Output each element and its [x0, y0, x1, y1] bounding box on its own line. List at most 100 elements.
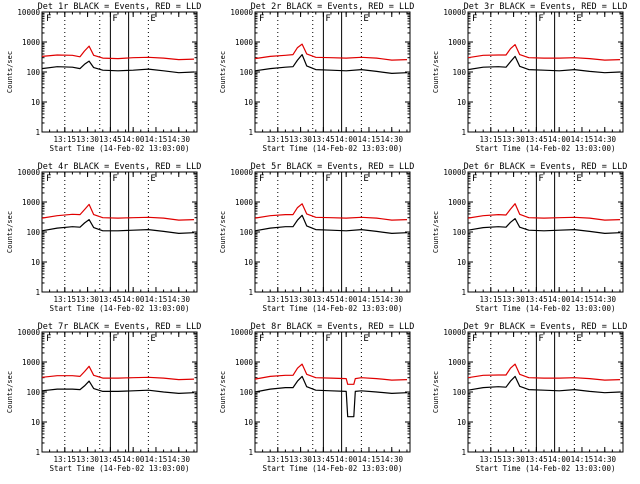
x-tick-label: 13:15 [267, 455, 290, 464]
panel-7: Det 7r BLACK = Events, RED = LLD 1 10 100 10… [6, 322, 201, 473]
series-lld-line [467, 363, 621, 381]
y-tick-label: 10 [244, 418, 254, 427]
x-axis-label: Start Time (14-Feb-02 13:03:00) [50, 304, 190, 313]
x-tick-label: 13:45 [525, 295, 548, 304]
x-tick-label: 13:30 [289, 295, 312, 304]
x-tick-label: 13:30 [289, 455, 312, 464]
x-tick-label: 14:00 [548, 135, 571, 144]
x-tick-label: 13:15 [267, 295, 290, 304]
annotation-label: F [112, 14, 117, 24]
y-tick-label: 100 [452, 228, 466, 237]
annotation-label: F [46, 14, 51, 24]
series-events-line [41, 380, 195, 394]
panel-9: Det 9r BLACK = Events, RED = LLD 1 10 100 10… [432, 322, 627, 473]
annotation-label: F [472, 334, 477, 344]
y-tick-label: 100 [26, 388, 40, 397]
annotation-label: F [538, 334, 543, 344]
y-tick-label: 1 [461, 128, 466, 137]
x-tick-label: 14:30 [167, 295, 190, 304]
y-tick-label: 100 [239, 388, 253, 397]
x-tick-label: 13:15 [267, 135, 290, 144]
y-tick-label: 1000 [235, 198, 254, 207]
annotation-label: F [46, 334, 51, 344]
y-tick-label: 1000 [235, 358, 254, 367]
y-tick-label: 10 [457, 418, 467, 427]
x-axis-label: Start Time (14-Feb-02 13:03:00) [476, 144, 616, 153]
x-tick-label: 14:30 [167, 455, 190, 464]
annotation-label: F [325, 14, 330, 24]
x-tick-label: 14:30 [380, 135, 403, 144]
annotation-label: F [325, 174, 330, 184]
y-tick-label: 1000 [448, 38, 467, 47]
panel-title: Det 2r BLACK = Events, RED = LLD [251, 2, 415, 12]
y-tick-label: 1000 [448, 198, 467, 207]
x-tick-label: 14:15 [571, 135, 594, 144]
y-tick-label: 100 [452, 388, 466, 397]
y-tick-label: 1000 [235, 38, 254, 47]
y-axis-label: Counts/sec [219, 211, 227, 253]
annotation-label: F [46, 174, 51, 184]
x-tick-label: 14:00 [335, 135, 358, 144]
x-axis-label: Start Time (14-Feb-02 13:03:00) [263, 464, 403, 473]
x-tick-label: 14:00 [548, 295, 571, 304]
x-tick-label: 14:00 [335, 455, 358, 464]
x-tick-label: 14:15 [358, 455, 381, 464]
annotation-label: F [472, 14, 477, 24]
y-tick-label: 10 [457, 258, 467, 267]
x-tick-label: 14:15 [145, 455, 168, 464]
x-tick-label: 13:45 [312, 295, 335, 304]
annotation-label: E [363, 174, 368, 184]
series-events-line [467, 55, 621, 74]
y-tick-label: 100 [239, 68, 253, 77]
y-tick-label: 10000 [230, 168, 253, 177]
panel-title: Det 1r BLACK = Events, RED = LLD [38, 2, 202, 12]
y-tick-label: 100 [452, 68, 466, 77]
panel-title: Det 8r BLACK = Events, RED = LLD [251, 322, 415, 332]
x-tick-label: 14:30 [167, 135, 190, 144]
annotation-label: F [112, 334, 117, 344]
annotation-label: E [150, 334, 155, 344]
x-tick-label: 13:45 [525, 455, 548, 464]
y-tick-label: 1 [35, 448, 40, 457]
x-tick-label: 13:45 [99, 455, 122, 464]
panel-title: Det 4r BLACK = Events, RED = LLD [38, 162, 202, 172]
x-axis-label: Start Time (14-Feb-02 13:03:00) [50, 464, 190, 473]
panel-title: Det 3r BLACK = Events, RED = LLD [464, 2, 628, 12]
y-tick-label: 10000 [443, 8, 466, 17]
y-tick-label: 10 [31, 418, 41, 427]
x-tick-label: 14:15 [145, 135, 168, 144]
y-axis-label: Counts/sec [6, 51, 14, 93]
panel-3: Det 3r BLACK = Events, RED = LLD 1 10 100 10… [432, 2, 627, 153]
x-tick-label: 13:30 [76, 295, 99, 304]
x-tick-label: 13:15 [480, 455, 503, 464]
panel-6: Det 6r BLACK = Events, RED = LLD 1 10 100 10… [432, 162, 627, 313]
y-tick-label: 1 [35, 128, 40, 137]
y-tick-label: 1000 [22, 38, 41, 47]
annotation-label: E [576, 14, 581, 24]
x-tick-label: 14:00 [335, 295, 358, 304]
series-lld-line [41, 203, 195, 221]
x-tick-label: 14:30 [380, 455, 403, 464]
y-tick-label: 100 [26, 68, 40, 77]
x-tick-label: 13:15 [480, 135, 503, 144]
x-tick-label: 13:15 [54, 455, 77, 464]
y-tick-label: 1 [35, 288, 40, 297]
annotation-label: E [150, 14, 155, 24]
x-tick-label: 13:30 [502, 455, 525, 464]
y-axis-label: Counts/sec [219, 371, 227, 413]
y-tick-label: 10000 [17, 8, 40, 17]
series-events-line [467, 218, 621, 234]
y-tick-label: 10 [244, 98, 254, 107]
y-tick-label: 100 [26, 228, 40, 237]
x-tick-label: 14:15 [571, 455, 594, 464]
y-tick-label: 10000 [230, 328, 253, 337]
panel-1: Det 1r BLACK = Events, RED = LLD 1 10 100 10… [6, 2, 201, 153]
series-lld-line [254, 43, 408, 61]
x-axis-label: Start Time (14-Feb-02 13:03:00) [263, 144, 403, 153]
y-tick-label: 1 [461, 288, 466, 297]
annotation-label: F [325, 334, 330, 344]
x-tick-label: 13:45 [99, 135, 122, 144]
panel-title: Det 7r BLACK = Events, RED = LLD [38, 322, 202, 332]
